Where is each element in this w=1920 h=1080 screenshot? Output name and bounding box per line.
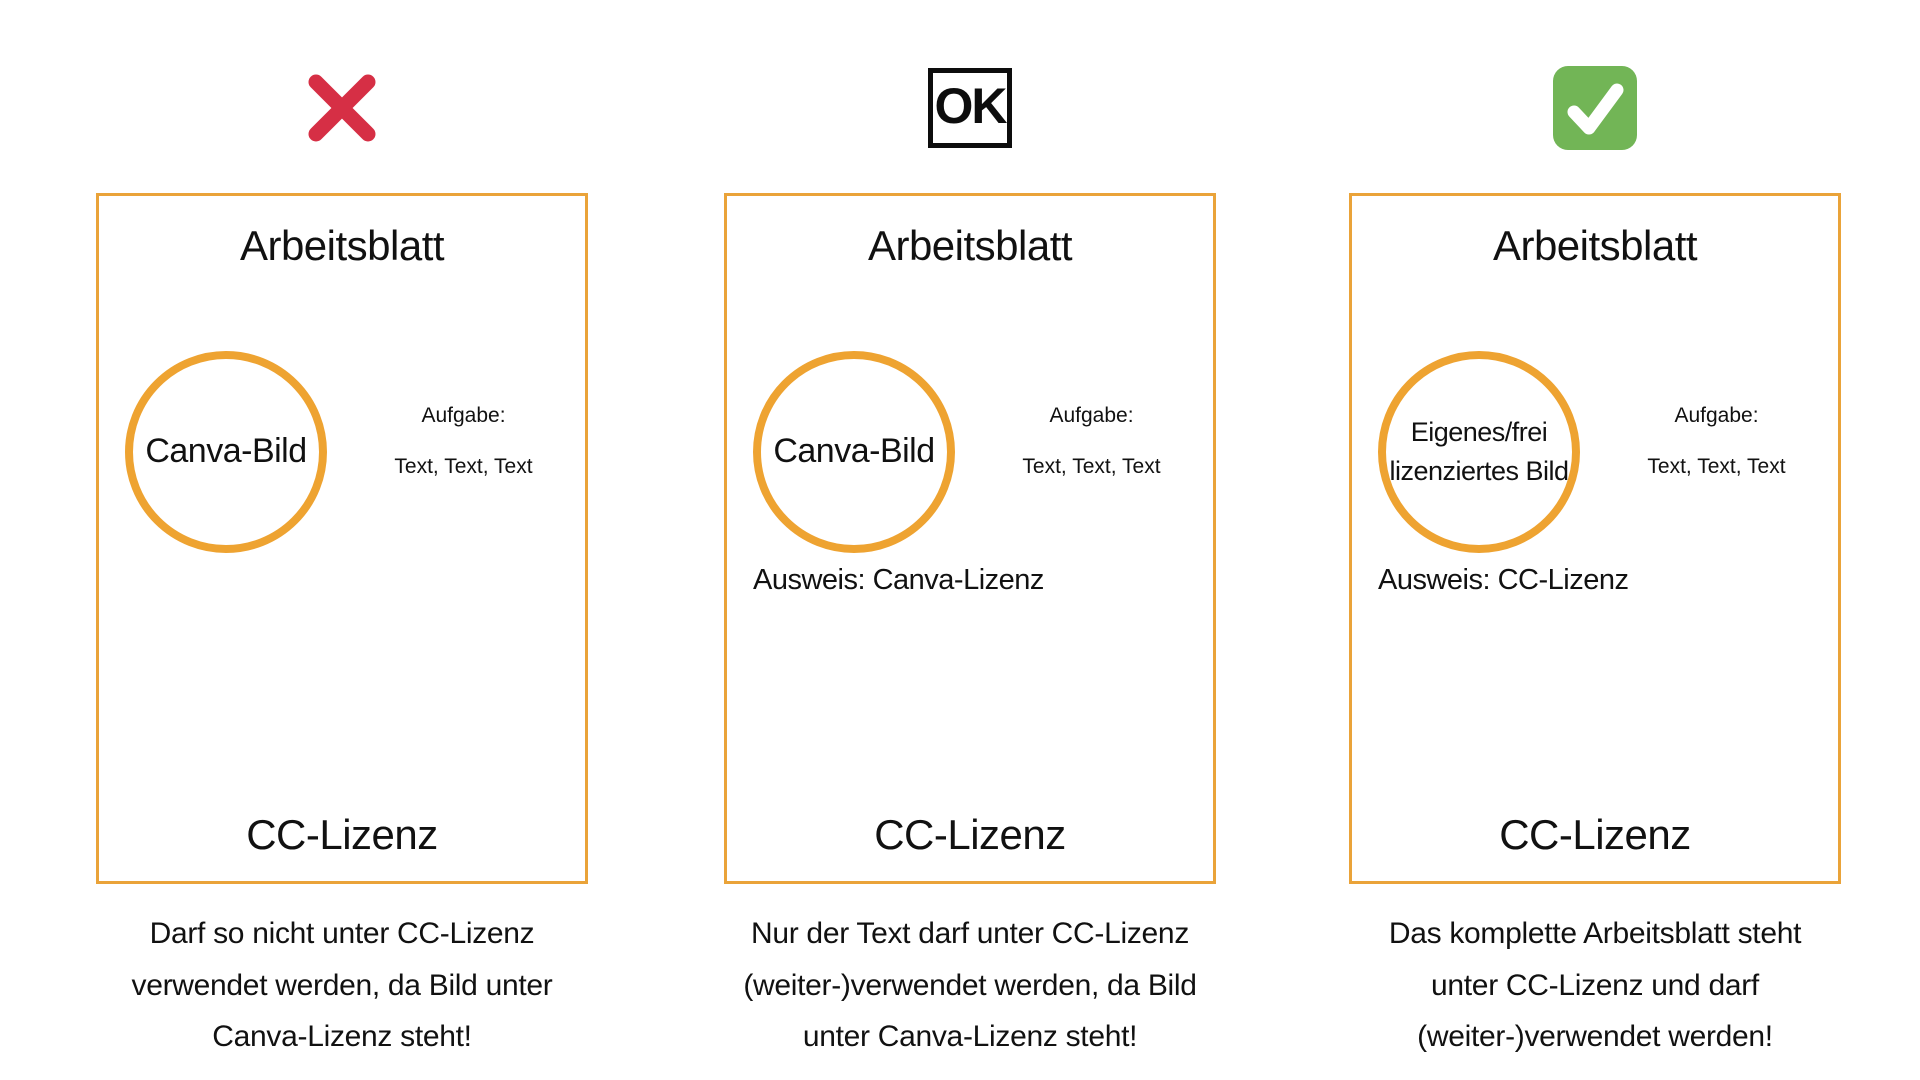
column-ok: OK Arbeitsblatt Canva-Bild Aufgabe: Text… (724, 0, 1216, 1080)
task-block: Aufgabe: Text, Text, Text (1614, 404, 1818, 479)
task-label: Aufgabe: (1049, 404, 1134, 427)
task-block: Aufgabe: Text, Text, Text (361, 404, 565, 479)
image-placeholder-circle: Canva-Bild (753, 351, 955, 553)
worksheet-license-footer: CC-Lizenz (1499, 811, 1691, 858)
worksheet-card: Arbeitsblatt Canva-Bild Aufgabe: Text, T… (96, 193, 588, 884)
verdict-icon-wrap: OK (724, 58, 1216, 158)
worksheet-card: Arbeitsblatt Canva-Bild Aufgabe: Text, T… (724, 193, 1216, 884)
task-label: Aufgabe: (421, 404, 506, 427)
column-allowed: Arbeitsblatt Eigenes/frei lizenziertes B… (1349, 0, 1841, 1080)
task-text: Text, Text, Text (1647, 455, 1786, 478)
image-placeholder-label: Canva-Bild (773, 432, 935, 471)
image-placeholder-label: Canva-Bild (145, 432, 307, 471)
worksheet-card: Arbeitsblatt Eigenes/frei lizenziertes B… (1349, 193, 1841, 884)
task-block: Aufgabe: Text, Text, Text (989, 404, 1193, 479)
x-icon (303, 69, 381, 147)
image-placeholder-circle: Eigenes/frei lizenziertes Bild (1378, 351, 1580, 553)
ok-icon: OK (928, 68, 1012, 148)
license-note: Ausweis: CC-Lizenz (1378, 564, 1629, 596)
license-note: Ausweis: Canva-Lizenz (753, 564, 1044, 596)
verdict-icon-wrap (96, 58, 588, 158)
task-text: Text, Text, Text (1022, 455, 1161, 478)
image-placeholder-circle: Canva-Bild (125, 351, 327, 553)
worksheet-title: Arbeitsblatt (239, 222, 445, 269)
task-label: Aufgabe: (1674, 404, 1759, 427)
worksheet-title: Arbeitsblatt (867, 222, 1073, 269)
check-icon (1553, 66, 1637, 150)
worksheet-title: Arbeitsblatt (1492, 222, 1698, 269)
column-caption: Nur der Text darf unter CC-Lizenz (weite… (743, 917, 1197, 1054)
worksheet-license-footer: CC-Lizenz (874, 811, 1066, 858)
verdict-icon-wrap (1349, 58, 1841, 158)
worksheet-license-footer: CC-Lizenz (246, 811, 438, 858)
column-caption: Das komplette Arbeitsblatt steht unter C… (1388, 917, 1802, 1054)
task-text: Text, Text, Text (394, 455, 533, 478)
column-caption: Darf so nicht unter CC-Lizenz verwendet … (131, 917, 553, 1054)
column-not-allowed: Arbeitsblatt Canva-Bild Aufgabe: Text, T… (96, 0, 588, 1080)
image-placeholder-label: Eigenes/frei lizenziertes Bild (1389, 416, 1569, 486)
